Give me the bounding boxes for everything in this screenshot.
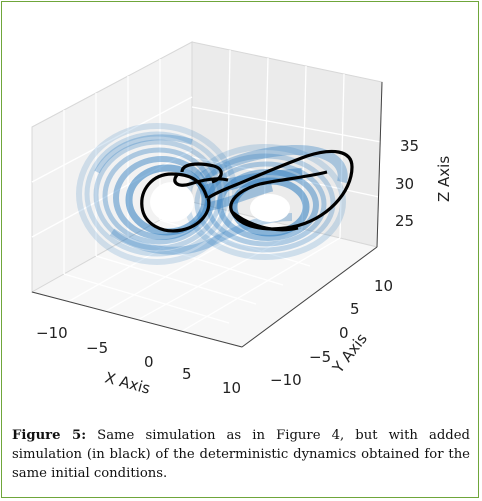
z-tick: 35 [400, 137, 419, 155]
axis-edges [31, 81, 383, 348]
stochastic-trajectories [76, 123, 348, 265]
y-axis-label: Y Axis [328, 330, 371, 378]
y-tick: 5 [350, 300, 360, 318]
x-tick: 10 [222, 379, 241, 397]
deterministic-trajectory [140, 149, 354, 233]
figure-caption: Figure 5: Same simulation as in Figure 4… [12, 426, 470, 483]
z-axis-label: Z Axis [435, 156, 453, 202]
x-axis-ticks: −10 −5 0 5 10 [36, 324, 241, 397]
z-tick: 30 [395, 175, 414, 193]
attractor-holes [150, 182, 290, 222]
x-tick: −10 [36, 324, 68, 342]
y-tick: 10 [374, 277, 393, 295]
x-tick: −5 [86, 339, 108, 357]
z-axis-ticks: 25 30 35 [395, 137, 419, 230]
x-axis-label: X Axis [103, 368, 152, 397]
x-tick: 0 [144, 353, 154, 371]
lorenz-3d-plot: −10 −5 0 5 10 X Axis −10 −5 0 5 10 Y Axi… [30, 41, 453, 398]
y-tick: −10 [270, 371, 302, 389]
y-axis-ticks: −10 −5 0 5 10 [270, 277, 393, 389]
y-tick: −5 [309, 348, 331, 366]
y-tick: 0 [339, 324, 349, 342]
caption-label: Figure 5: [12, 428, 87, 443]
z-tick: 25 [395, 212, 414, 230]
caption-text: Same simulation as in Figure 4, but with… [12, 428, 470, 481]
x-tick: 5 [182, 365, 192, 383]
